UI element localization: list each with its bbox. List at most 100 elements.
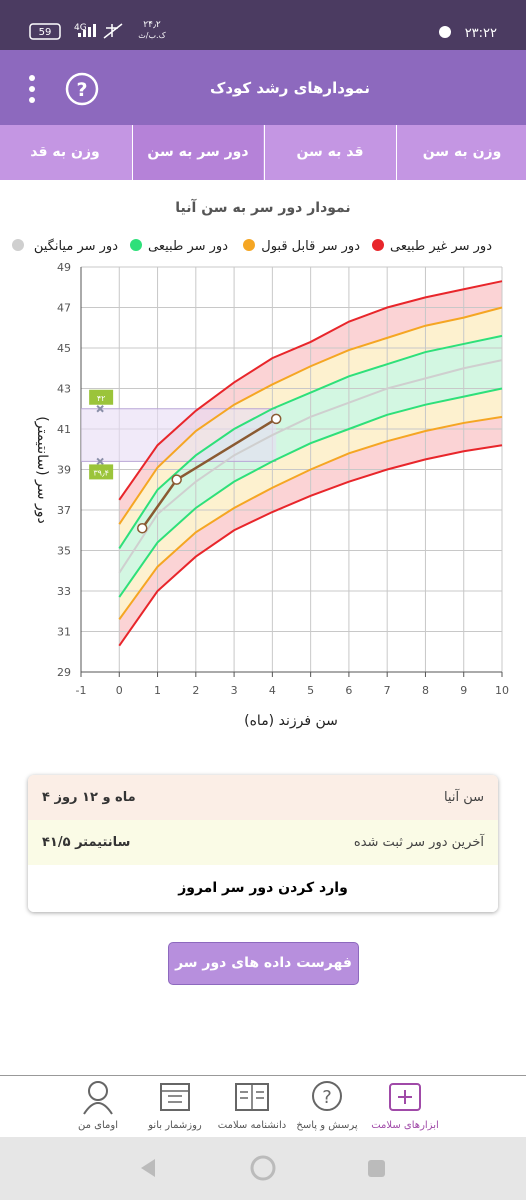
signal-icon	[93, 24, 96, 37]
legend-marker	[243, 239, 255, 251]
nav-label[interactable]: دانشنامه سلامت	[217, 1120, 287, 1131]
reference-badge	[89, 464, 114, 480]
status-icons: 59 4G ۲۴٫۲ ک.ب/ث ۲۳:۲۲	[29, 20, 497, 41]
menu-button[interactable]	[29, 97, 35, 103]
info-key: آخرین دور سر ثبت شده	[353, 835, 484, 850]
y-tick-label: 45	[57, 342, 71, 355]
percentile-line	[118, 280, 503, 501]
app-title: نمودارهای رشد کودک	[210, 79, 370, 97]
nav-icons: ?	[83, 1081, 421, 1115]
y-tick-label: 43	[57, 383, 71, 396]
reference-label: ۴۲	[97, 394, 106, 403]
x-tick-label: -1	[76, 684, 87, 697]
y-tick-label: 33	[57, 585, 71, 598]
x-tick-label: 10	[495, 684, 509, 697]
y-tick-label: 37	[57, 504, 71, 517]
percentile-line	[118, 306, 503, 525]
nav-icon[interactable]	[389, 1083, 421, 1111]
help-icon[interactable]: ?	[76, 79, 87, 101]
child-point	[136, 522, 148, 534]
back-button[interactable]	[141, 1159, 155, 1177]
x-tick-label: 6	[345, 684, 352, 697]
x-tick-label: 4	[269, 684, 276, 697]
tab[interactable]: قد به سن	[264, 125, 395, 180]
help-button[interactable]	[65, 72, 99, 106]
reference-badge	[89, 389, 114, 405]
menu-button[interactable]	[29, 75, 35, 81]
legend-label: دور سر غیر طبیعی	[390, 239, 492, 254]
recents-button[interactable]	[368, 1160, 385, 1177]
battery-icon	[29, 23, 61, 40]
x-tick-label: 0	[116, 684, 123, 697]
percentile-line	[118, 334, 503, 550]
nav-label[interactable]: پرسش و پاسخ	[296, 1120, 358, 1131]
child-point	[270, 413, 282, 425]
chart-title: نمودار دور سر به سن آنیا	[175, 198, 350, 216]
y-tick-label: 29	[57, 666, 71, 679]
tab[interactable]: وزن به سن	[396, 125, 526, 180]
nav-icon[interactable]: ?	[322, 1087, 332, 1108]
signal-icon	[83, 30, 86, 37]
signal-icon	[88, 27, 91, 37]
info-value: ۴۱/۵ سانتیمتر	[42, 835, 131, 850]
menu-button[interactable]	[29, 86, 35, 92]
tab-bar: وزن به سن قد به سن دور سر به سن وزن به ق…	[0, 125, 526, 180]
nav-label[interactable]: اومای من	[78, 1120, 118, 1131]
child-point	[171, 474, 182, 485]
nav-label[interactable]: روزشمار بانو	[148, 1120, 202, 1131]
legend-label: دور سر قابل قبول	[261, 239, 360, 254]
y-tick-label: 41	[57, 423, 71, 436]
info-value: ۴ ماه و ۱۲ روز	[42, 790, 136, 805]
percentile-line	[118, 387, 503, 598]
x-tick-label: 8	[422, 684, 429, 697]
x-tick-label: 7	[384, 684, 391, 697]
nav-icon[interactable]	[88, 1081, 108, 1101]
nav-icon[interactable]	[161, 1090, 189, 1103]
signal-icon	[78, 33, 81, 37]
y-tick-label: 39	[57, 464, 71, 477]
home-button[interactable]	[250, 1155, 276, 1181]
nav-icon[interactable]	[83, 1102, 113, 1115]
legend-marker	[130, 239, 142, 251]
y-tick-label: 31	[57, 626, 71, 639]
nav-icon[interactable]	[398, 1090, 412, 1104]
x-tick-label: 9	[460, 684, 467, 697]
band-fill	[119, 335, 502, 598]
y-tick-label: 35	[57, 545, 71, 558]
legend-label: دور سر طبیعی	[148, 239, 228, 254]
tab[interactable]: دور سر به سن	[132, 125, 263, 180]
x-tick-label: 2	[192, 684, 199, 697]
tab[interactable]: وزن به قد	[30, 144, 100, 160]
net-speed-unit: ک.ب/ث	[138, 31, 166, 40]
y-tick-label: 47	[57, 302, 71, 315]
info-row: سن آنیا ۴ ماه و ۱۲ روز	[28, 775, 498, 821]
x-tick-label: 5	[307, 684, 314, 697]
system-nav	[0, 1137, 526, 1200]
percentile-line	[118, 359, 503, 574]
info-key: سن آنیا	[443, 790, 484, 805]
nav-icon[interactable]	[160, 1083, 190, 1111]
nav-label[interactable]: ابزارهای سلامت	[371, 1120, 439, 1131]
system-buttons	[141, 1155, 385, 1181]
percentile-line	[118, 415, 503, 620]
data-list-button[interactable]: فهرست داده های دور سر آنیا	[168, 942, 359, 1012]
y-axis-label: دور سر (سانتیمتر)	[34, 416, 50, 523]
app-bar: ? نمودارهای رشد کودک	[0, 50, 526, 125]
x-tick-label: 3	[231, 684, 238, 697]
app-icon	[439, 26, 451, 38]
percentile-line	[118, 444, 503, 647]
reference-label: ۳۹٫۴	[93, 468, 109, 477]
add-measurement[interactable]: وارد کردن دور سر امروز	[28, 865, 498, 912]
net-speed: ۲۴٫۲	[143, 20, 161, 30]
battery-level: 59	[39, 27, 52, 38]
nav-icon[interactable]	[240, 1084, 264, 1110]
app-bar-icons: ? نمودارهای رشد کودک	[29, 72, 370, 106]
x-axis-label: سن فرزند (ماه)	[244, 713, 338, 729]
legend-marker	[372, 239, 384, 251]
reference-marker	[96, 457, 104, 466]
chart: نمودار دور سر به سن آنیا دور سر غیر طبیعی…	[12, 198, 509, 729]
mute-icon	[103, 23, 123, 39]
network-type: 4G	[74, 23, 87, 33]
nav-icon[interactable]	[312, 1081, 342, 1111]
